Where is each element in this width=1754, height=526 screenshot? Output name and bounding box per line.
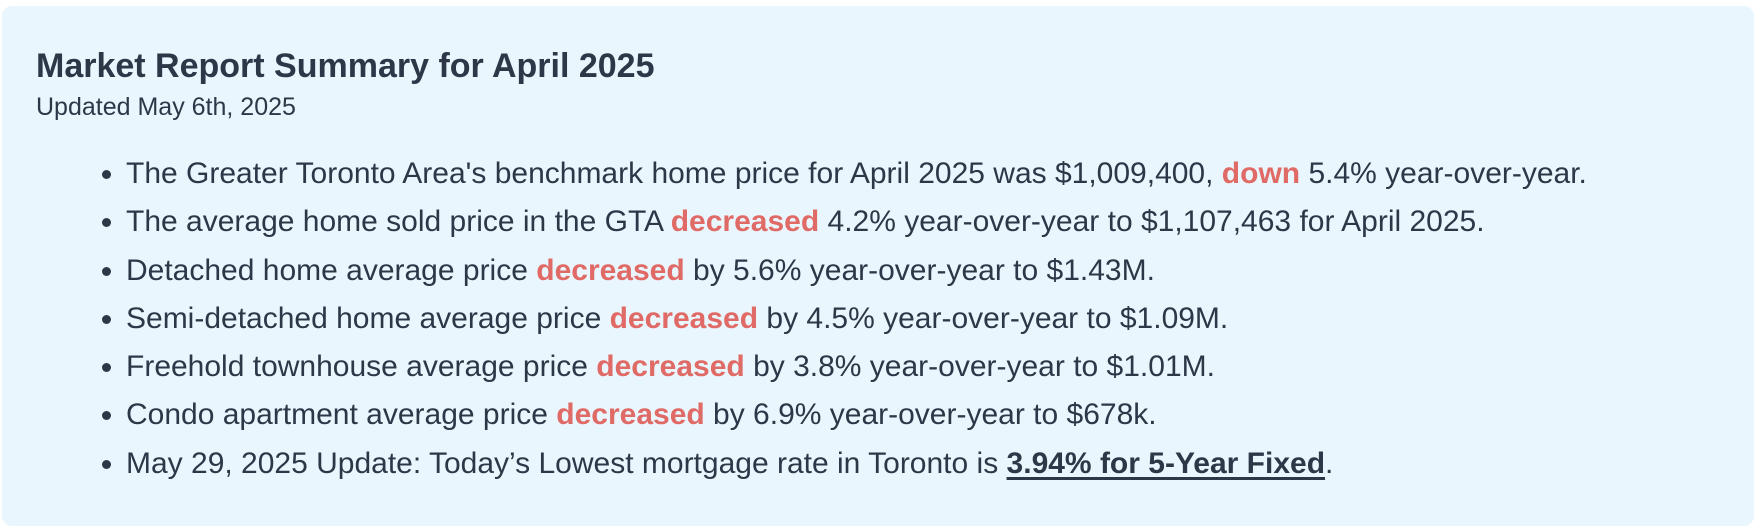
bullet-list: The Greater Toronto Area's benchmark hom… [2, 150, 1587, 488]
item-text: Semi-detached home average price [126, 301, 610, 335]
item-text: Freehold townhouse average price [126, 350, 597, 384]
item-text: 4.2% year-over-year to $1,107,463 for Ap… [819, 205, 1485, 239]
item-text: by 3.8% year-over-year to $1.01M. [744, 350, 1215, 384]
item-text: Condo apartment average price [126, 398, 557, 432]
highlight-text: decreased [670, 205, 820, 239]
item-text: The Greater Toronto Area's benchmark hom… [126, 157, 1222, 190]
subtitle: Updated May 6th, 2025 [36, 93, 296, 121]
bullet-item: Freehold townhouse average price decreas… [102, 343, 1587, 391]
item-text: May 29, 2025 Update: Today’s Lowest mort… [126, 446, 1007, 480]
bullet-item: May 29, 2025 Update: Today’s Lowest mort… [102, 440, 1587, 488]
bullet-item: The Greater Toronto Area's benchmark hom… [102, 150, 1587, 198]
bullet-item: Semi-detached home average price decreas… [102, 295, 1587, 343]
rate-link[interactable]: 3.94% for 5-Year Fixed [1006, 446, 1326, 480]
item-text: by 4.5% year-over-year to $1.09M. [758, 301, 1229, 335]
bullet-item: Condo apartment average price decreased … [102, 391, 1587, 439]
item-text: The average home sold price in the GTA [126, 205, 671, 239]
page: {"header": {"title": "Market Report Summ… [2, 6, 1754, 526]
highlight-text: decreased [556, 398, 705, 432]
item-text: . [1325, 446, 1334, 480]
highlight-text: decreased [596, 350, 745, 384]
item-text: by 6.9% year-over-year to $678k. [704, 398, 1157, 432]
title: Market Report Summary for April 2025 [36, 47, 655, 85]
highlight-text: decreased [609, 301, 759, 335]
item-text: by 5.6% year-over-year to $1.43M. [684, 253, 1155, 287]
highlight-text: decreased [536, 253, 685, 287]
item-text: 5.4% year-over-year. [1300, 157, 1587, 190]
bullet-item: The average home sold price in the GTA d… [102, 198, 1587, 246]
highlight-text: down [1221, 157, 1301, 190]
summary-panel: Market Report Summary for April 2025 Upd… [2, 6, 1754, 526]
bullet-item: Detached home average price decreased by… [102, 247, 1587, 295]
item-text: Detached home average price [126, 253, 537, 287]
